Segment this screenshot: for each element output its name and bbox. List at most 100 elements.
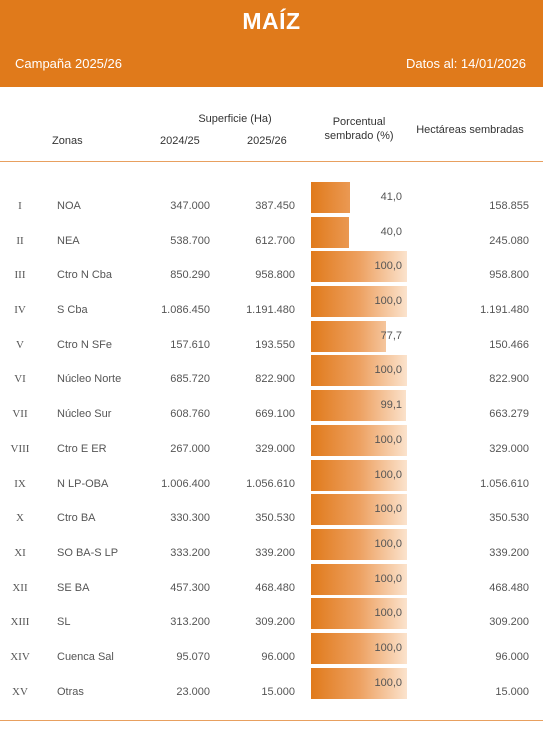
percent-bar-fill (311, 251, 407, 283)
zone-number: XI (14, 546, 26, 559)
table-row: IX N LP-OBA 1.006.400 1.056.610 100,0 1.056.6… (0, 458, 543, 493)
surface-2024-25: 347.000 (170, 200, 210, 212)
table-row: XII SE BA 457.300 468.480 100,0 468.480 (0, 562, 543, 597)
zone-number: XII (12, 581, 28, 594)
surface-2024-25: 95.070 (176, 650, 210, 663)
percent-bar-track: 100,0 (311, 598, 407, 630)
zone-name: SL (57, 616, 71, 629)
zone-name: Ctro N SFe (57, 338, 113, 351)
table-row: VII Núcleo Sur 608.760 669.100 99,1 663.279 (0, 388, 543, 423)
percent-bar-track: 100,0 (311, 251, 407, 283)
table-row: III Ctro N Cba 850.290 958.800 100,0 958.800 (0, 249, 543, 284)
surface-2024-25: 333.200 (170, 546, 210, 559)
surface-2025-26: 822.900 (255, 373, 295, 386)
table-row: V Ctro N SFe 157.610 193.550 77,7 150.466 (0, 319, 543, 354)
hectares-sown: 15.000 (495, 685, 529, 698)
percent-bar-fill (311, 390, 407, 422)
hectares-sown: 96.000 (495, 650, 529, 663)
zone-name: Ctro N Cba (57, 269, 113, 282)
percent-bar-fill (311, 528, 407, 560)
percent-bar-fill (311, 563, 407, 595)
zone-number: III (14, 269, 26, 282)
surface-2024-25: 313.200 (170, 616, 210, 629)
hectares-sown: 468.480 (489, 581, 529, 594)
hectares-sown: 150.466 (489, 338, 529, 351)
zone-name: SO BA-S LP (57, 546, 119, 559)
percent-value: 100,0 (374, 260, 402, 273)
zone-number: X (16, 512, 24, 525)
percent-bar-fill (311, 216, 350, 248)
zone-name: N LP-OBA (57, 477, 109, 490)
percent-value: 100,0 (374, 641, 402, 654)
percent-value: 100,0 (374, 468, 402, 481)
hectares-sown: 822.900 (489, 373, 529, 386)
table-row: X Ctro BA 330.300 350.530 100,0 350.530 (0, 492, 543, 527)
percent-bar-fill (311, 598, 407, 630)
hectares-sown: 309.200 (489, 616, 529, 629)
table-row: XIV Cuenca Sal 95.070 96.000 100,0 96.000 (0, 631, 543, 666)
table-row: XI SO BA-S LP 333.200 339.200 100,0 339.200 (0, 527, 543, 562)
zone-number: VIII (10, 442, 30, 455)
table-row: VI Núcleo Norte 685.720 822.900 100,0 822.900 (0, 353, 543, 388)
column-header-superficie: Superficie (Ha) (198, 113, 272, 125)
percent-bar-fill (311, 286, 407, 318)
surface-2025-26: 669.100 (255, 408, 295, 421)
column-header-zonas: Zonas (52, 135, 83, 147)
zone-number: V (16, 338, 24, 351)
surface-2024-25: 685.720 (170, 373, 210, 386)
zone-name: NOA (57, 200, 81, 212)
surface-2025-26: 309.200 (255, 616, 295, 629)
percent-bar-fill (311, 424, 407, 456)
surface-2025-26: 339.200 (255, 546, 295, 559)
percent-bar-track: 100,0 (311, 494, 407, 526)
table-row: IV S Cba 1.086.450 1.191.480 100,0 1.191.480 (0, 284, 543, 319)
title-banner: MAÍZ Campaña 2025/26 Datos al: 14/01/202… (0, 0, 543, 87)
surface-2025-26: 96.000 (261, 650, 295, 663)
surface-2024-25: 1.006.400 (161, 477, 210, 490)
percent-value: 100,0 (374, 433, 402, 446)
zone-number: VI (14, 373, 26, 386)
column-header-hectareas: Hectáreas sembradas (416, 124, 524, 136)
surface-2024-25: 267.000 (170, 442, 210, 455)
percent-value: 41,0 (380, 191, 402, 203)
data-date-label: Datos al: 14/01/2026 (406, 56, 526, 71)
table-row: II NEA 538.700 612.700 40,0 245.080 (0, 215, 543, 250)
surface-2025-26: 612.700 (255, 234, 295, 247)
hectares-sown: 245.080 (489, 234, 529, 247)
percent-bar-track: 99,1 (311, 390, 407, 422)
percent-bar-fill (311, 182, 351, 213)
table-row: XV Otras 23.000 15.000 100,0 15.000 (0, 666, 543, 701)
page-title: MAÍZ (242, 8, 301, 34)
percent-value: 100,0 (374, 537, 402, 550)
zone-number: XV (12, 685, 28, 698)
percent-bar-fill (311, 459, 407, 491)
percent-value: 100,0 (374, 295, 402, 308)
column-header-year-2025-26: 2025/26 (247, 135, 287, 147)
hectares-sown: 158.855 (489, 200, 529, 212)
surface-2024-25: 330.300 (170, 512, 210, 525)
table-row: XIII SL 313.200 309.200 100,0 309.200 (0, 596, 543, 631)
percent-bar-track: 100,0 (311, 424, 407, 456)
zone-name: SE BA (57, 581, 90, 594)
zone-name: Otras (57, 685, 84, 698)
surface-2024-25: 850.290 (170, 269, 210, 282)
surface-2025-26: 958.800 (255, 269, 295, 282)
zone-name: Núcleo Sur (57, 408, 112, 421)
hectares-sown: 339.200 (489, 546, 529, 559)
percent-value: 100,0 (374, 572, 402, 585)
zone-number: II (16, 234, 24, 247)
percent-value: 99,1 (380, 399, 402, 412)
percent-bar-track: 77,7 (311, 320, 407, 352)
surface-2025-26: 350.530 (255, 512, 295, 525)
hectares-sown: 350.530 (489, 512, 529, 525)
zone-number: XIV (10, 650, 30, 663)
surface-2025-26: 1.191.480 (246, 304, 295, 317)
percent-bar-track: 100,0 (311, 667, 407, 699)
zone-number: VII (12, 408, 28, 421)
surface-2025-26: 468.480 (255, 581, 295, 594)
percent-bar-track: 100,0 (311, 563, 407, 595)
surface-2024-25: 157.610 (170, 338, 210, 351)
zone-number: I (18, 200, 22, 212)
hectares-sown: 1.191.480 (480, 304, 529, 317)
surface-2025-26: 387.450 (255, 200, 295, 212)
